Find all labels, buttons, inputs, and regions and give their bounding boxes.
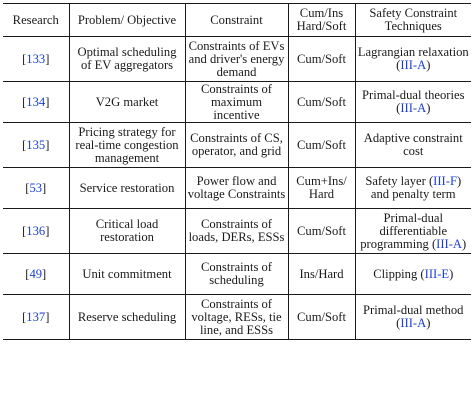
table-row: [133] Optimal scheduling of EV aggregato… [3, 36, 471, 82]
header-technique: Safety Constraint Techniques [354, 3, 471, 37]
citation-link[interactable]: 137 [26, 309, 46, 324]
type-cell: Cum/Soft [287, 122, 355, 168]
research-cell: [53] [25, 180, 47, 195]
header-problem: Problem/ Objective [68, 3, 185, 37]
technique-text: Primal-dual theories [362, 88, 465, 102]
technique-text: Primal-dual method [363, 303, 464, 317]
problem-cell: Service restoration [68, 167, 185, 209]
constraint-cell: Constraints of scheduling [184, 253, 288, 295]
type-cell: Cum/Soft [287, 81, 355, 123]
table-header-row: Research Problem/ Objective Constraint C… [3, 3, 471, 37]
header-research: Research [12, 12, 59, 27]
problem-cell: Optimal scheduling of EV aggregators [68, 36, 185, 82]
table-row: [134] V2G market Constraints of maximum … [3, 81, 471, 123]
section-link[interactable]: III-F [433, 174, 457, 188]
constraint-cell: Constraints of maximum incentive [184, 81, 288, 123]
section-link[interactable]: III-E [424, 266, 450, 281]
citation-link[interactable]: 134 [26, 94, 46, 109]
problem-cell: V2G market [68, 81, 185, 123]
problem-cell: Pricing strategy for real-time congestio… [68, 122, 185, 168]
citation-link[interactable]: 135 [26, 137, 46, 152]
technique-text: Safety layer [365, 174, 426, 188]
technique-cell: Clipping (III-E) [354, 253, 471, 295]
table-row: [137] Reserve scheduling Constraints of … [3, 294, 471, 340]
constraint-cell: Power flow and voltage Constraints [184, 167, 288, 209]
technique-cell: Primal-dual theories (III-A) [354, 81, 471, 123]
technique-text: Primal-dual differentiable programming [360, 210, 448, 251]
section-link[interactable]: III-A [400, 101, 427, 115]
table-row: [53] Service restoration Power flow and … [3, 167, 471, 209]
constraint-cell: Constraints of CS, operator, and grid [184, 122, 288, 168]
section-link[interactable]: III-A [400, 316, 427, 330]
type-cell: Cum/Soft [287, 36, 355, 82]
technique-text: Lagrangian relaxation [357, 45, 469, 59]
problem-cell: Critical load restoration [68, 208, 185, 254]
research-cell: [136] [22, 223, 50, 238]
citation-link[interactable]: 136 [26, 223, 46, 238]
research-cell: [134] [22, 94, 50, 109]
table-row: [135] Pricing strategy for real-time con… [3, 122, 471, 168]
table-row: [49] Unit commitment Constraints of sche… [3, 253, 471, 295]
technique-cell: Primal-dual method (III-A) [354, 294, 471, 340]
research-cell: [49] [25, 266, 47, 281]
type-cell: Cum/Soft [287, 208, 355, 254]
citation-link[interactable]: 133 [26, 51, 46, 66]
section-link[interactable]: III-A [436, 236, 463, 251]
section-link[interactable]: III-A [400, 58, 427, 72]
problem-cell: Reserve scheduling [68, 294, 185, 340]
technique-cell: Primal-dual differentiable programming (… [354, 208, 471, 254]
problem-cell: Unit commitment [68, 253, 185, 295]
technique-cell: Lagrangian relaxation (III-A) [354, 36, 471, 82]
constraint-cell: Constraints of loads, DERs, ESSs [184, 208, 288, 254]
technique-text: Clipping [373, 266, 418, 281]
type-cell: Cum/Soft [287, 294, 355, 340]
type-cell: Cum+Ins/ Hard [287, 167, 355, 209]
technique-suffix: and penalty term [370, 187, 456, 201]
research-cell: [137] [22, 309, 50, 324]
research-cell: [135] [22, 137, 50, 152]
constraint-cell: Constraints of voltage, RESs, tie line, … [184, 294, 288, 340]
table-row: [136] Critical load restoration Constrai… [3, 208, 471, 254]
research-cell: [133] [22, 51, 50, 66]
type-cell: Ins/Hard [287, 253, 355, 295]
header-constraint: Constraint [184, 3, 288, 37]
technique-cell: Adaptive constraint cost [354, 122, 471, 168]
technique-cell: Safety layer (III-F) and penalty term [354, 167, 471, 209]
constraint-cell: Constraints of EVs and driver's energy d… [184, 36, 288, 82]
safety-constraint-table: Research Problem/ Objective Constraint C… [3, 3, 471, 340]
citation-link[interactable]: 53 [29, 180, 43, 195]
citation-link[interactable]: 49 [29, 266, 43, 281]
header-type: Cum/Ins Hard/Soft [287, 3, 355, 37]
